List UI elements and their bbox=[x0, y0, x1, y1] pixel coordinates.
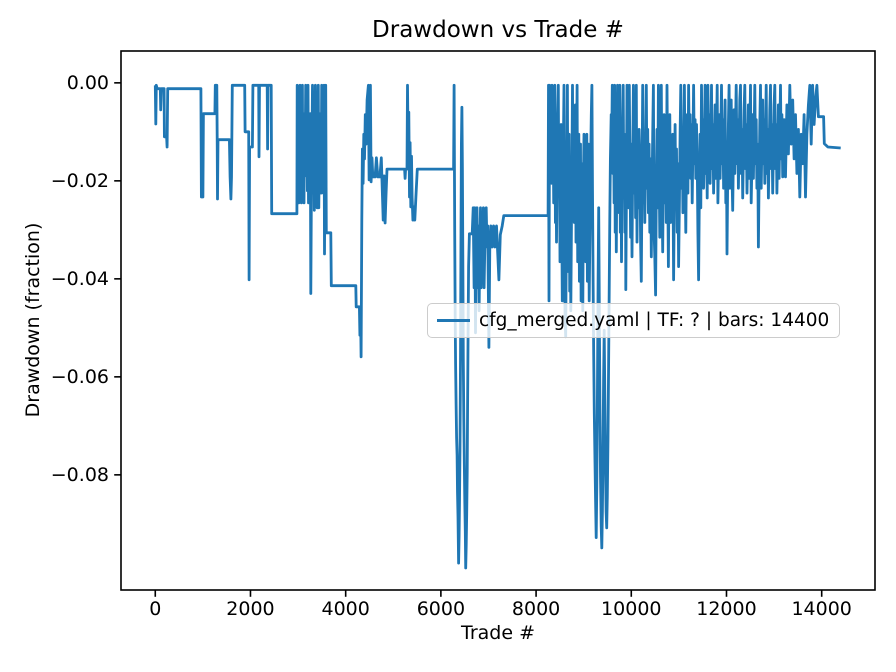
y-axis-label: Drawdown (fraction) bbox=[22, 222, 44, 418]
y-tick-label: −0.02 bbox=[50, 169, 109, 192]
x-tick-label: 12000 bbox=[696, 598, 757, 620]
x-tick-label: 6000 bbox=[416, 598, 466, 620]
drawdown-line bbox=[153, 83, 841, 570]
y-tick-label: −0.06 bbox=[50, 365, 109, 388]
axes-spines bbox=[120, 50, 876, 591]
y-tick-label: 0.00 bbox=[66, 71, 109, 94]
x-tick-label: 4000 bbox=[321, 598, 370, 620]
x-tick-label: 10000 bbox=[601, 598, 662, 620]
y-tick-label: −0.08 bbox=[50, 463, 109, 486]
legend-line-sample-icon bbox=[437, 319, 470, 322]
x-tick-label: 14000 bbox=[791, 598, 852, 620]
x-tick-label: 2000 bbox=[226, 598, 275, 620]
legend: cfg_merged.yaml | TF: ? | bars: 14400 bbox=[427, 303, 841, 338]
x-axis-label: Trade # bbox=[461, 622, 535, 644]
x-tick-label: 0 bbox=[149, 598, 162, 620]
y-tick-label: −0.04 bbox=[50, 267, 109, 290]
legend-label: cfg_merged.yaml | TF: ? | bars: 14400 bbox=[479, 309, 830, 331]
x-tick-label: 8000 bbox=[511, 598, 561, 620]
chart-title: Drawdown vs Trade # bbox=[372, 17, 624, 43]
